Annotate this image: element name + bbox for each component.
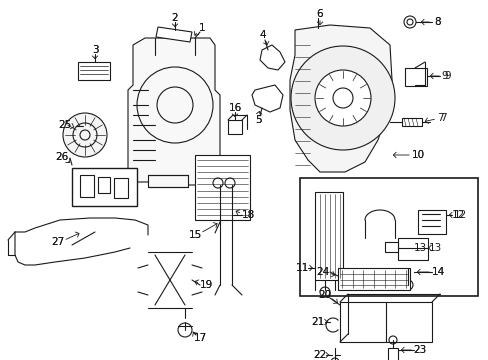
Text: 23: 23 xyxy=(412,345,426,355)
Text: 6: 6 xyxy=(316,9,323,19)
Circle shape xyxy=(213,178,223,188)
Text: 7: 7 xyxy=(439,113,446,123)
Text: 27: 27 xyxy=(51,237,64,247)
Bar xyxy=(299,178,477,296)
Text: 19: 19 xyxy=(199,280,212,290)
Text: 25: 25 xyxy=(58,120,71,130)
Circle shape xyxy=(224,178,235,188)
Bar xyxy=(384,242,397,252)
Circle shape xyxy=(290,46,394,150)
Text: 27: 27 xyxy=(51,237,64,247)
Polygon shape xyxy=(289,25,391,172)
Text: 20: 20 xyxy=(318,290,331,300)
Text: 24: 24 xyxy=(316,267,329,277)
Bar xyxy=(417,210,445,234)
Text: 14: 14 xyxy=(430,267,444,277)
Bar xyxy=(401,118,421,126)
Text: 22: 22 xyxy=(313,350,326,360)
Text: 22: 22 xyxy=(313,350,326,360)
Bar xyxy=(78,62,110,80)
Bar xyxy=(339,302,431,342)
Bar xyxy=(337,268,409,290)
Text: 26: 26 xyxy=(55,152,68,162)
Text: 13: 13 xyxy=(427,243,441,253)
Text: 21: 21 xyxy=(311,317,324,327)
Text: 21: 21 xyxy=(311,317,324,327)
Text: 11: 11 xyxy=(295,263,308,273)
Text: 9: 9 xyxy=(444,71,450,81)
Circle shape xyxy=(178,323,192,337)
Polygon shape xyxy=(128,38,220,185)
Text: 14: 14 xyxy=(430,267,444,277)
Bar xyxy=(114,178,128,198)
Text: 6: 6 xyxy=(316,9,323,19)
Text: 12: 12 xyxy=(452,210,466,220)
Circle shape xyxy=(403,16,415,28)
Circle shape xyxy=(63,113,107,157)
Text: 18: 18 xyxy=(241,210,254,220)
Text: 20: 20 xyxy=(318,290,331,300)
Text: 16: 16 xyxy=(228,103,241,113)
Text: 24: 24 xyxy=(316,267,329,277)
Text: 5: 5 xyxy=(254,115,261,125)
Bar xyxy=(195,155,249,220)
Text: 15: 15 xyxy=(188,230,201,240)
Bar xyxy=(227,120,242,134)
Text: 1: 1 xyxy=(198,23,205,33)
Text: 7: 7 xyxy=(436,113,443,123)
Text: 2: 2 xyxy=(171,13,178,23)
Text: 3: 3 xyxy=(92,45,98,55)
Text: 19: 19 xyxy=(199,280,212,290)
Text: 5: 5 xyxy=(254,115,261,125)
Bar xyxy=(387,348,397,360)
Text: 10: 10 xyxy=(410,150,424,160)
Bar xyxy=(80,175,94,197)
Bar xyxy=(98,177,110,193)
Bar xyxy=(72,168,137,206)
Bar xyxy=(148,175,187,187)
Text: 9: 9 xyxy=(441,71,447,81)
Text: 16: 16 xyxy=(228,103,241,113)
Text: 10: 10 xyxy=(410,150,424,160)
Text: 2: 2 xyxy=(171,13,178,23)
Circle shape xyxy=(314,70,370,126)
Text: 11: 11 xyxy=(295,263,308,273)
Text: 8: 8 xyxy=(434,17,440,27)
Text: 12: 12 xyxy=(450,210,464,220)
Text: 1: 1 xyxy=(198,23,205,33)
Text: 4: 4 xyxy=(259,30,266,40)
Text: 4: 4 xyxy=(259,30,266,40)
Text: 3: 3 xyxy=(92,45,98,55)
Bar xyxy=(404,68,426,86)
Bar xyxy=(397,238,427,260)
Polygon shape xyxy=(156,27,192,42)
Text: 15: 15 xyxy=(188,230,201,240)
Text: 23: 23 xyxy=(412,345,426,355)
Bar xyxy=(314,192,342,280)
Text: 25: 25 xyxy=(58,120,71,130)
Text: 8: 8 xyxy=(434,17,440,27)
Text: 18: 18 xyxy=(241,210,254,220)
Text: 13: 13 xyxy=(412,243,426,253)
Text: 17: 17 xyxy=(193,333,206,343)
Text: 26: 26 xyxy=(55,152,68,162)
Text: 17: 17 xyxy=(193,333,206,343)
